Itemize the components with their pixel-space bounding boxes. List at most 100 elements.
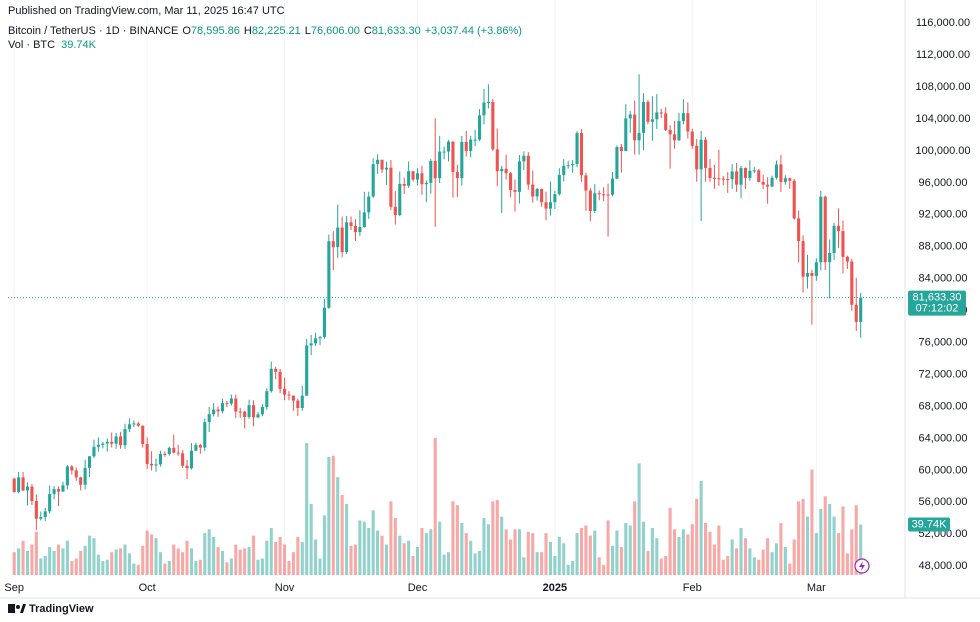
candle-body	[535, 188, 539, 197]
y-tick-label: 100,000.00	[915, 145, 970, 157]
candle-body	[531, 184, 535, 197]
candle-body	[690, 131, 694, 146]
volume-bar	[619, 547, 623, 575]
volume-bar	[513, 529, 517, 575]
volume-value: 39.74K	[61, 39, 96, 51]
volume-bar	[119, 548, 123, 575]
candle-body	[548, 202, 553, 209]
volume-bar	[52, 550, 56, 575]
volume-bar	[407, 540, 411, 575]
candle-body	[287, 394, 291, 396]
candle-body	[331, 241, 335, 248]
candle-body	[380, 159, 384, 170]
candle-body	[123, 429, 127, 446]
candle-body	[859, 297, 863, 322]
candle-body	[198, 444, 202, 448]
candle-body	[17, 477, 21, 492]
y-tick-label: 64,000.00	[919, 432, 968, 444]
candle-body	[163, 453, 167, 455]
volume-bar	[557, 536, 561, 575]
volume-bar	[198, 559, 202, 575]
volume-bar	[735, 548, 739, 575]
volume-bar	[345, 503, 349, 575]
candle-body	[145, 444, 149, 464]
candle-body	[540, 188, 544, 203]
volume-bar	[717, 525, 721, 575]
volume-bar	[522, 557, 526, 575]
candle-body	[593, 193, 597, 211]
volume-bar	[739, 528, 743, 575]
candle-body	[659, 112, 663, 114]
volume-bar	[482, 517, 486, 575]
candle-body	[619, 146, 623, 152]
candle-body	[207, 414, 211, 423]
candle-body	[389, 167, 393, 207]
candle-body	[438, 151, 442, 179]
volume-bar	[367, 528, 371, 575]
volume-bar	[699, 481, 703, 575]
y-tick-label: 96,000.00	[919, 177, 968, 189]
volume-bar	[429, 529, 433, 575]
candle-body	[185, 465, 189, 469]
candle-body	[158, 453, 163, 465]
candle-body	[668, 130, 672, 135]
candle-body	[318, 337, 322, 339]
volume-bar	[615, 530, 619, 575]
candle-body	[575, 133, 579, 165]
candle-body	[322, 307, 326, 338]
volume-bar	[677, 536, 681, 575]
candle-body	[704, 139, 708, 168]
candle-body	[571, 164, 575, 166]
candle-body	[119, 436, 123, 446]
volume-bar	[238, 549, 242, 575]
volume-bar	[251, 535, 256, 575]
candle-body	[154, 464, 158, 466]
volume-bar	[544, 533, 548, 575]
volume-bar	[655, 538, 659, 575]
candle-body	[176, 452, 180, 454]
candle-body	[243, 411, 247, 418]
volume-bar	[318, 558, 322, 575]
candle-body	[327, 241, 331, 308]
volume-bar	[83, 545, 87, 575]
candle-body	[225, 403, 229, 405]
volume-bar	[486, 524, 490, 575]
candle-body	[305, 345, 309, 396]
volume-bar	[48, 547, 52, 575]
candle-body	[296, 400, 300, 409]
change: +3,037.44 (+3.86%)	[424, 25, 522, 37]
volume-bar	[845, 553, 849, 575]
candle-body	[420, 173, 424, 185]
volume-bar	[43, 555, 47, 575]
candle-body	[721, 178, 725, 180]
volume-bar	[548, 542, 553, 575]
volume-bar	[637, 463, 641, 575]
volume-bar	[509, 539, 513, 575]
candle-body	[39, 517, 43, 519]
volume-bar	[832, 516, 836, 575]
candle-body	[336, 227, 340, 248]
candle-body	[43, 511, 47, 518]
y-tick-label: 108,000.00	[915, 81, 970, 93]
volume-bar	[353, 544, 358, 575]
candle-body	[384, 167, 389, 170]
candle-body	[371, 164, 375, 197]
candle-body	[641, 101, 646, 133]
volume-bar	[194, 561, 198, 575]
candle-body	[340, 227, 344, 253]
volume-bar	[770, 552, 774, 575]
volume-bar	[278, 536, 282, 575]
volume-bar	[779, 522, 783, 575]
candle-body	[141, 425, 145, 445]
candle-body	[655, 112, 659, 120]
volume-bar	[402, 543, 406, 575]
candle-body	[766, 184, 770, 187]
x-tick-label: Dec	[408, 582, 428, 594]
candle-body	[96, 444, 100, 447]
volume-bar	[415, 547, 420, 575]
candle-body	[602, 194, 606, 196]
volume-bar	[243, 548, 247, 575]
candle-body	[739, 167, 743, 185]
candle-body	[74, 470, 78, 478]
